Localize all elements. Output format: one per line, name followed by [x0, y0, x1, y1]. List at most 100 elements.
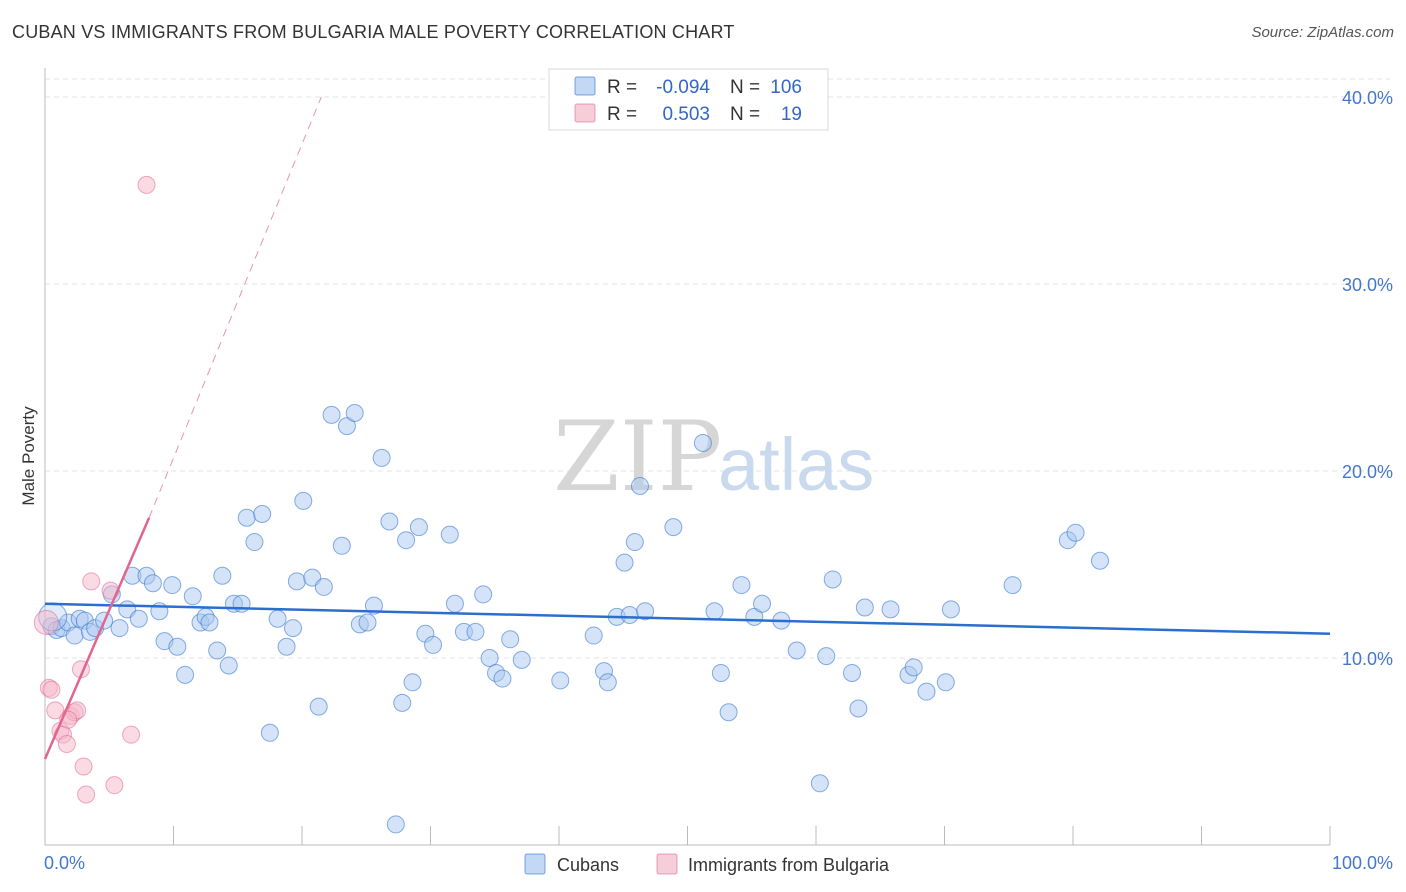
point-cubans-22 [183, 587, 202, 606]
point-bulgaria-0 [33, 609, 59, 635]
point-cubans-20 [168, 637, 187, 656]
y-axis-label: Male Poverty [19, 406, 38, 506]
point-cubans-98 [917, 682, 936, 701]
point-cubans-11 [110, 619, 129, 638]
point-cubans-84 [732, 576, 751, 595]
legend-bottom-label-bulgaria: Immigrants from Bulgaria [688, 855, 890, 875]
legend-bottom: Cubans Immigrants from Bulgaria [524, 853, 890, 875]
gridlines [45, 78, 1390, 659]
point-cubans-64 [480, 649, 499, 667]
watermark-zip: ZIP [553, 401, 722, 513]
point-cubans-69 [551, 671, 570, 690]
point-cubans-74 [615, 553, 634, 572]
point-cubans-93 [849, 699, 868, 718]
watermark: ZIP atlas [553, 401, 874, 513]
trend-lines [43, 96, 1331, 760]
point-cubans-42 [314, 577, 333, 596]
point-cubans-95 [881, 600, 900, 619]
point-cubans-26 [208, 641, 227, 660]
point-cubans-32 [245, 533, 264, 552]
point-bulgaria-2 [42, 680, 61, 699]
point-cubans-81 [705, 602, 724, 621]
point-cubans-50 [372, 448, 391, 467]
legend-swatch-bulgaria [574, 103, 596, 123]
legend-r-label-cubans: R = [607, 77, 637, 98]
y-tick-label-10: 10.0% [1342, 649, 1393, 669]
point-cubans-99 [936, 673, 955, 692]
point-cubans-67 [501, 630, 520, 649]
point-cubans-97 [904, 658, 923, 677]
trendline-bulgaria-extension [148, 96, 322, 518]
axes [44, 68, 1331, 846]
legend-n-value-bulgaria: 19 [781, 104, 802, 125]
point-cubans-19 [163, 576, 182, 595]
legend-top: R = -0.094 N = 106 R = 0.503 N = 19 [548, 68, 829, 131]
point-cubans-70 [584, 626, 603, 645]
point-cubans-52 [386, 815, 405, 834]
point-cubans-31 [237, 508, 256, 527]
point-cubans-4 [65, 626, 84, 645]
point-bulgaria-16 [122, 725, 141, 744]
legend-r-value-bulgaria: 0.503 [662, 104, 710, 125]
y-tick-label-20: 20.0% [1342, 462, 1393, 482]
point-cubans-63 [474, 585, 493, 604]
legend-n-value-cubans: 106 [770, 77, 802, 98]
point-cubans-25 [200, 613, 219, 632]
legend-n-label-bulgaria: N = [730, 104, 760, 125]
chart-title: CUBAN VS IMMIGRANTS FROM BULGARIA MALE P… [12, 22, 735, 42]
point-cubans-83 [719, 703, 738, 722]
point-cubans-79 [664, 518, 683, 537]
point-cubans-39 [294, 491, 313, 510]
point-bulgaria-12 [77, 785, 96, 804]
point-cubans-49 [364, 596, 383, 615]
point-cubans-35 [268, 609, 287, 628]
trendline-cubans [44, 602, 1331, 635]
y-tick-label-30: 30.0% [1342, 275, 1393, 295]
series-bulgaria [33, 175, 156, 804]
point-cubans-80 [693, 433, 712, 452]
point-cubans-55 [403, 673, 422, 692]
point-cubans-43 [322, 405, 341, 424]
point-cubans-27 [213, 566, 232, 585]
point-cubans-88 [787, 641, 806, 660]
point-cubans-46 [345, 404, 364, 423]
point-cubans-82 [711, 663, 730, 682]
point-cubans-94 [855, 598, 874, 617]
point-cubans-75 [620, 605, 639, 624]
x-tick-label-max: 100.0% [1332, 853, 1393, 873]
point-cubans-36 [277, 637, 296, 656]
point-bulgaria-11 [74, 757, 93, 776]
point-cubans-37 [284, 619, 303, 638]
point-bulgaria-6 [57, 735, 76, 754]
point-cubans-41 [309, 697, 328, 716]
point-cubans-77 [630, 476, 649, 495]
legend-r-value-cubans: -0.094 [656, 77, 710, 98]
point-bulgaria-15 [105, 776, 124, 795]
point-cubans-38 [287, 572, 306, 591]
trendline-bulgaria [43, 517, 151, 760]
point-cubans-53 [393, 693, 412, 712]
point-cubans-44 [332, 536, 351, 555]
source-label: Source: ZipAtlas.com [1251, 24, 1394, 41]
point-cubans-86 [753, 594, 772, 613]
point-cubans-72 [598, 673, 617, 692]
legend-bottom-swatch-cubans [524, 853, 546, 875]
point-cubans-90 [817, 647, 836, 666]
point-cubans-60 [445, 594, 464, 613]
legend-n-label-cubans: N = [730, 77, 760, 98]
watermark-atlas: atlas [718, 423, 874, 506]
y-tick-labels: 10.0% 20.0% 30.0% 40.0% [1342, 88, 1393, 669]
point-cubans-58 [424, 635, 443, 654]
point-cubans-14 [129, 609, 148, 628]
legend-r-label-bulgaria: R = [607, 104, 637, 125]
point-cubans-33 [253, 505, 272, 524]
point-cubans-68 [512, 650, 531, 669]
point-cubans-54 [397, 531, 416, 550]
point-cubans-59 [440, 525, 459, 544]
point-cubans-62 [466, 622, 485, 641]
legend-bottom-swatch-bulgaria [656, 853, 678, 875]
point-cubans-100 [941, 600, 960, 619]
legend-bottom-label-cubans: Cubans [557, 855, 619, 875]
point-cubans-16 [143, 574, 162, 593]
